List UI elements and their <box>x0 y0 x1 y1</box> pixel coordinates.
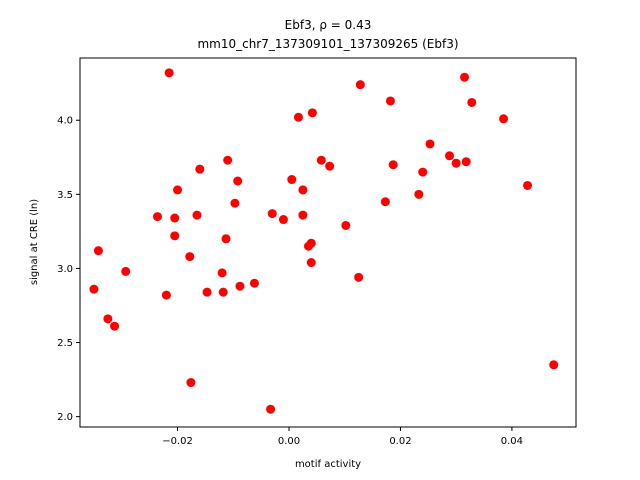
x-axis-ticks: −0.02 0.00 0.02 0.04 <box>162 427 523 447</box>
data-point-41 <box>385 96 395 106</box>
data-point-35 <box>316 155 326 165</box>
data-point-24 <box>266 404 276 414</box>
data-point-32 <box>306 238 316 248</box>
y-tick-label-2: 3.0 <box>57 264 73 275</box>
data-point-49 <box>461 157 471 167</box>
data-point-53 <box>549 360 559 370</box>
data-point-45 <box>425 139 435 149</box>
data-point-23 <box>249 278 259 288</box>
data-point-37 <box>341 220 351 230</box>
data-point-34 <box>307 108 317 118</box>
data-point-20 <box>230 198 240 208</box>
data-point-2 <box>93 246 103 256</box>
x-tick-label-2: 0.02 <box>389 436 411 447</box>
plot-frame <box>79 57 577 428</box>
data-point-18 <box>221 234 231 244</box>
data-point-22 <box>235 281 245 291</box>
chart-title-line2: mm10_chr7_137309101_137309265 (Ebf3) <box>197 37 458 51</box>
data-point-47 <box>451 158 461 168</box>
data-point-44 <box>418 167 428 177</box>
data-point-27 <box>287 175 297 185</box>
data-point-8 <box>170 213 180 223</box>
data-point-48 <box>460 72 470 82</box>
y-tick-label-4: 4.0 <box>57 116 73 127</box>
data-point-14 <box>195 164 205 174</box>
data-point-46 <box>444 151 454 161</box>
data-point-4 <box>110 321 120 331</box>
data-point-11 <box>185 252 195 262</box>
data-point-25 <box>267 209 277 219</box>
data-point-3 <box>103 314 113 324</box>
data-point-38 <box>354 272 364 282</box>
data-point-50 <box>467 97 477 107</box>
data-point-9 <box>170 231 180 241</box>
data-point-5 <box>121 266 131 276</box>
data-point-26 <box>278 215 288 225</box>
data-point-28 <box>293 112 303 122</box>
data-point-13 <box>192 210 202 220</box>
chart-title-line1: Ebf3, ρ = 0.43 <box>285 18 372 32</box>
data-point-42 <box>388 160 398 170</box>
data-point-1 <box>89 284 99 294</box>
data-point-19 <box>223 155 233 165</box>
x-tick-label-1: 0.00 <box>278 436 300 447</box>
data-point-30 <box>298 210 308 220</box>
data-points <box>89 68 559 414</box>
data-point-36 <box>325 161 335 171</box>
y-tick-label-1: 2.5 <box>57 338 73 349</box>
x-tick-label-0: −0.02 <box>162 436 193 447</box>
data-point-10 <box>173 185 183 195</box>
y-axis-label: signal at CRE (ln) <box>29 199 40 285</box>
y-axis-ticks: 2.0 2.5 3.0 3.5 4.0 <box>57 116 80 423</box>
y-tick-label-3: 3.5 <box>57 190 73 201</box>
data-point-12 <box>186 378 196 388</box>
data-point-33 <box>306 258 316 268</box>
data-point-7 <box>161 290 171 300</box>
x-tick-label-3: 0.04 <box>501 436 523 447</box>
data-point-39 <box>355 80 365 90</box>
data-point-21 <box>233 176 243 186</box>
data-point-17 <box>218 287 228 297</box>
data-point-52 <box>523 180 533 190</box>
data-point-43 <box>414 189 424 199</box>
data-point-0 <box>164 68 174 78</box>
x-axis-label: motif activity <box>295 459 361 470</box>
data-point-40 <box>380 197 390 207</box>
data-point-51 <box>499 114 509 124</box>
y-tick-label-0: 2.0 <box>57 412 73 423</box>
data-point-16 <box>217 268 227 278</box>
data-point-6 <box>152 212 162 222</box>
data-point-15 <box>202 287 212 297</box>
data-point-29 <box>298 185 308 195</box>
